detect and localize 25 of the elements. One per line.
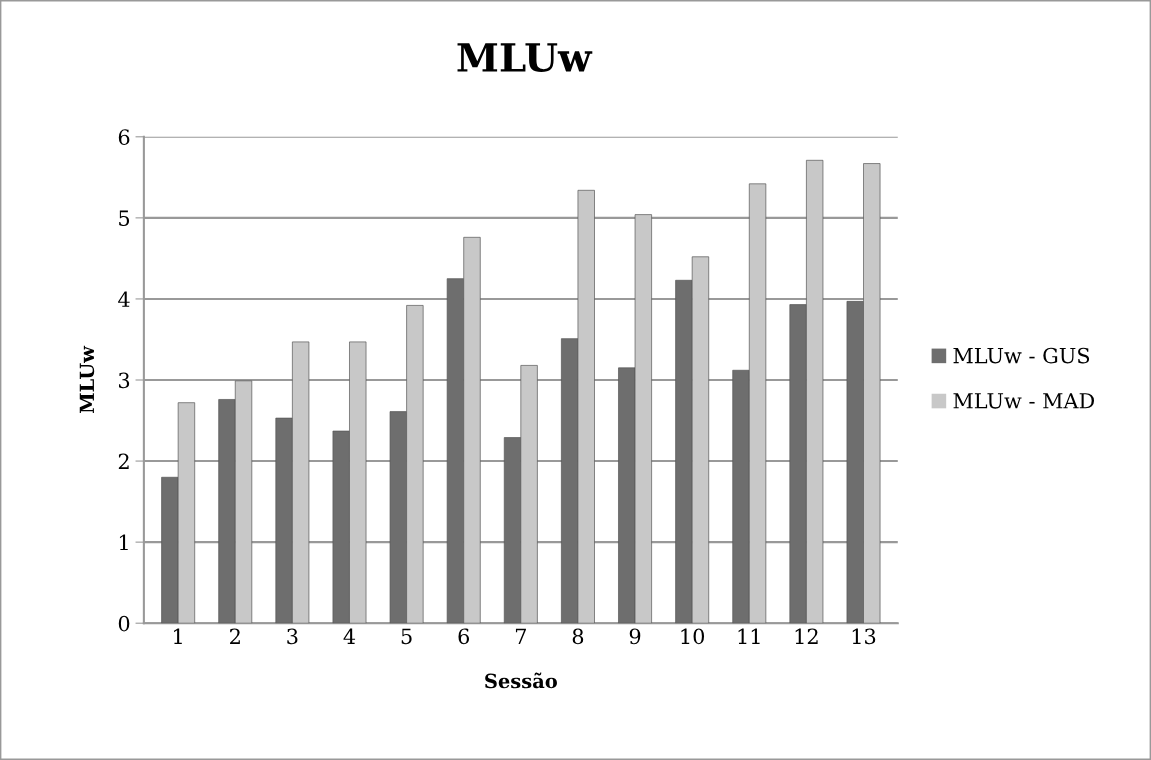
y-tick-label: 0 <box>118 615 130 632</box>
x-tick-label: 10 <box>681 628 705 645</box>
x-tick-label: 5 <box>401 628 412 645</box>
x-axis-title: Sessão <box>485 672 557 689</box>
x-tick-label: 2 <box>230 628 240 644</box>
x-tick-label: 11 <box>738 628 760 644</box>
x-tick-label: 1 <box>174 628 182 644</box>
y-tick-label: 3 <box>119 372 130 389</box>
x-tick-label: 7 <box>515 628 526 644</box>
legend-label: MLUw - MAD <box>953 393 1095 409</box>
y-tick-label: 6 <box>118 129 130 146</box>
y-tick-label: 1 <box>119 534 128 551</box>
y-tick-label: 4 <box>118 291 130 307</box>
y-tick-label: 2 <box>118 453 129 469</box>
x-tick-label: 3 <box>287 628 298 645</box>
x-tick-label: 8 <box>572 628 584 645</box>
x-tick-label: 12 <box>795 628 818 644</box>
x-tick-label: 6 <box>458 628 470 645</box>
y-axis-title: MLUw <box>79 345 95 414</box>
x-tick-label: 4 <box>343 628 356 644</box>
legend-label: MLUw - GUS <box>953 347 1090 364</box>
x-tick-label: 13 <box>852 628 876 645</box>
chart-title: MLUw <box>457 43 593 73</box>
x-tick-label: 9 <box>629 628 641 645</box>
y-tick-label: 5 <box>119 210 130 227</box>
